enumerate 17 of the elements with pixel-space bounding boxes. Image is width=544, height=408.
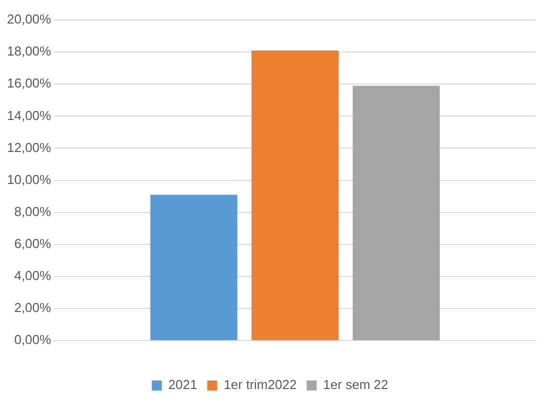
legend-label: 1er sem 22 <box>323 377 388 392</box>
bar <box>150 194 238 340</box>
y-tick-label: 10,00% <box>6 172 52 187</box>
y-tick-label: 14,00% <box>6 108 52 123</box>
bar <box>252 50 339 340</box>
y-tick-label: 2,00% <box>14 300 52 316</box>
y-tick-label: 8,00% <box>14 204 52 219</box>
y-tick-label: 6,00% <box>14 236 52 251</box>
legend-label: 2021 <box>168 377 198 392</box>
legend-label: 1er trim2022 <box>224 377 297 392</box>
bar <box>352 86 440 340</box>
y-tick-label: 12,00% <box>6 140 52 155</box>
y-tick-label: 0,00% <box>14 332 52 348</box>
y-tick-label: 20,00% <box>6 12 52 27</box>
y-tick-label: 4,00% <box>14 268 52 284</box>
y-tick-label: 18,00% <box>6 44 52 59</box>
y-tick-label: 16,00% <box>6 76 52 91</box>
